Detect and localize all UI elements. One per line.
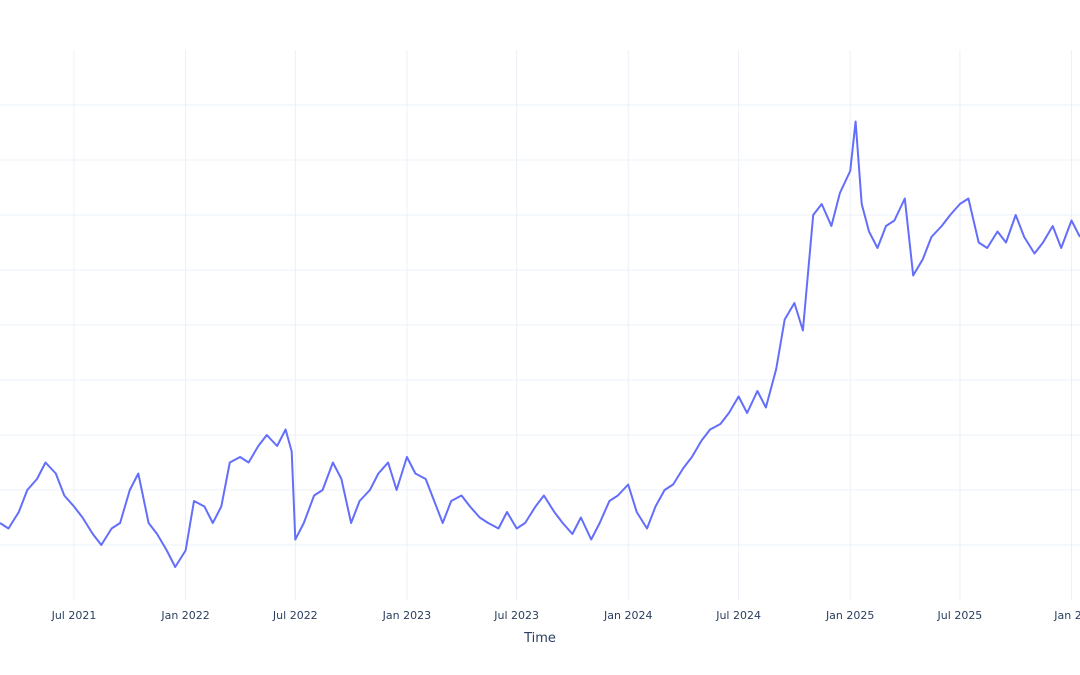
x-tick-label-4: Jul 2023: [493, 609, 539, 622]
x-tick-label-8: Jul 2025: [937, 609, 983, 622]
x-tick-label-1: Jan 2022: [160, 609, 209, 622]
series-layer: [0, 120, 1080, 568]
x-tick-label-0: Jul 2021: [51, 609, 97, 622]
x-tick-label-2: Jul 2022: [272, 609, 318, 622]
series-line-0: [0, 120, 1080, 568]
y-gridlines: [0, 104, 1080, 546]
x-tick-label-5: Jan 2024: [603, 609, 652, 622]
x-axis-title: Time: [523, 631, 556, 646]
x-axis-tick-labels: Jul 2021 Jan 2022 Jul 2022 Jan 2023 Jul 2023…: [51, 609, 1080, 622]
x-tick-label-3: Jan 2023: [382, 609, 431, 622]
x-tick-label-7: Jan 2025: [825, 609, 874, 622]
x-gridlines: [73, 50, 1073, 600]
x-tick-label-9: Jan 20: [1053, 609, 1080, 622]
x-tick-label-6: Jul 2024: [715, 609, 761, 622]
